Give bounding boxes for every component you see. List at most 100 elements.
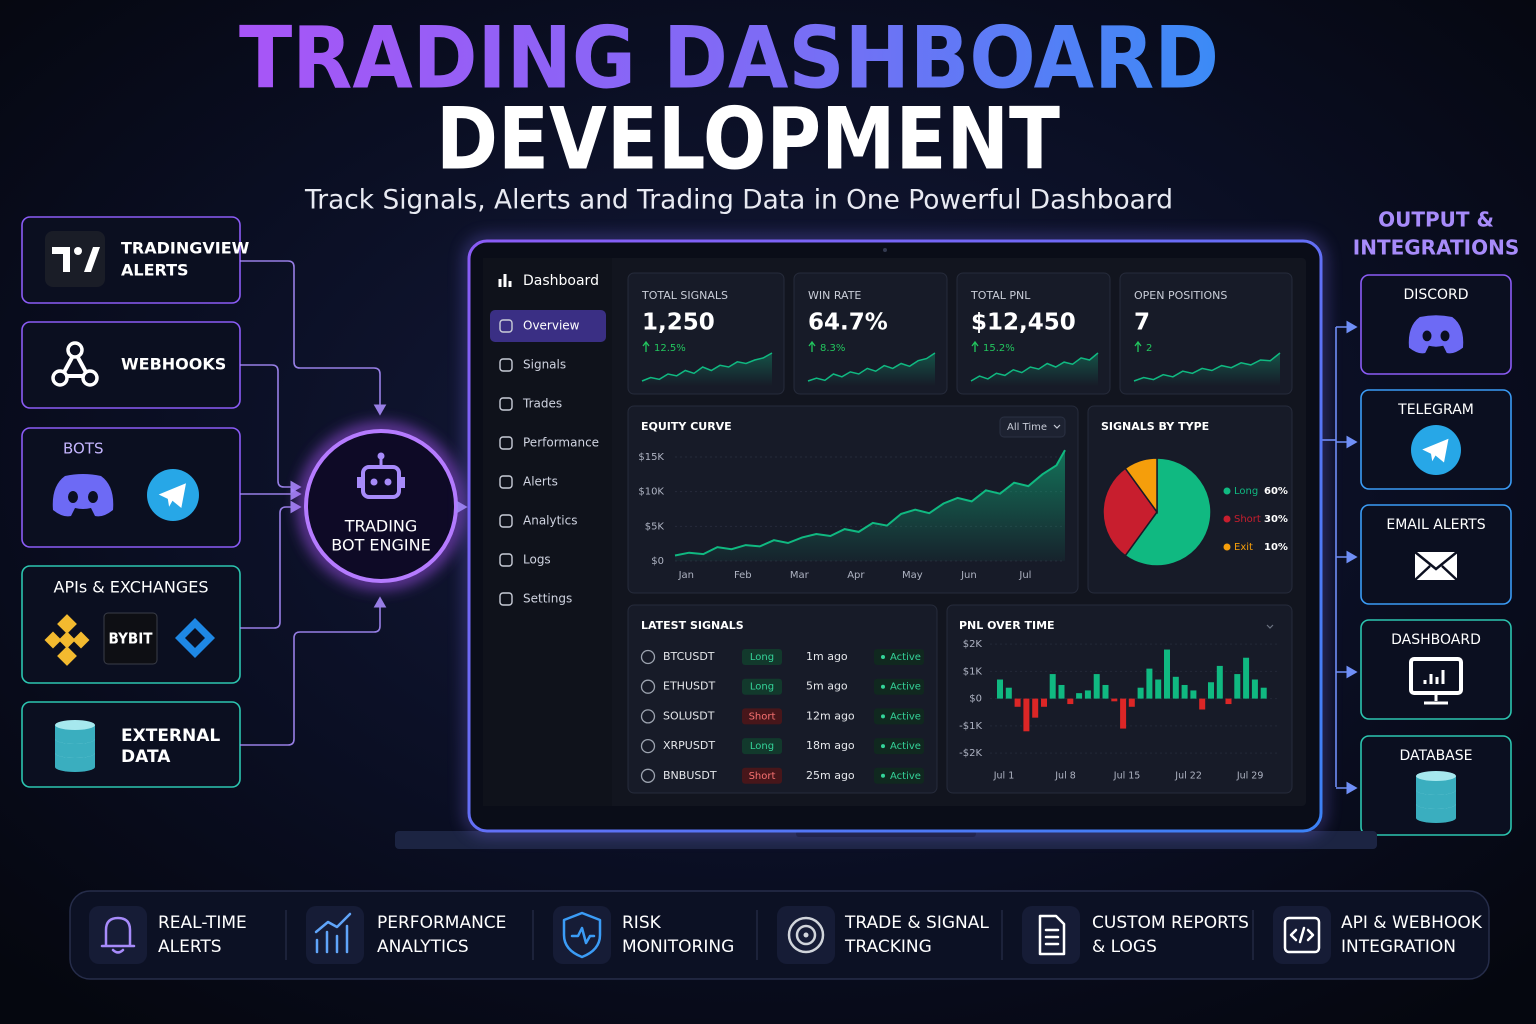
database-icon-cap — [55, 762, 95, 772]
discord-eye — [1440, 330, 1450, 342]
pnl-bar — [1199, 698, 1206, 710]
coin-icon — [640, 738, 656, 754]
side-badge — [742, 738, 782, 755]
sidebar-icon — [499, 319, 513, 333]
exchange-icon-inner — [185, 628, 205, 648]
pnl-bar — [1076, 693, 1083, 699]
pnl-bar — [1137, 687, 1144, 699]
feature-icon-box — [553, 906, 611, 964]
pie-slice — [1124, 457, 1158, 515]
y-tick-label: $5K — [645, 521, 665, 532]
card-title: LATEST SIGNALS — [641, 619, 744, 632]
sidebar-item: Signals — [523, 358, 566, 372]
sidebar-item: Settings — [523, 592, 572, 606]
pie-slice — [1102, 467, 1158, 557]
robot-eye — [384, 478, 392, 486]
title-line-2: DEVELOPMENT — [436, 89, 1060, 189]
feature-label: MONITORING — [622, 937, 734, 957]
legend-value: 10% — [1264, 542, 1288, 553]
pnl-bar — [1208, 682, 1214, 699]
kpi-arrow — [808, 340, 816, 352]
connector — [240, 596, 387, 746]
side-label: Long — [750, 652, 774, 663]
x-tick-label: May — [902, 570, 923, 581]
pnl-bar — [1181, 684, 1188, 699]
output-label: DATABASE — [1400, 748, 1473, 764]
sidebar-item: Alerts — [523, 475, 558, 489]
pnl-bar — [1172, 676, 1179, 699]
feature-label: CUSTOM REPORTS — [1092, 913, 1249, 933]
kpi-change: 2 — [1146, 343, 1152, 354]
document-icon — [1038, 914, 1066, 956]
feature-label: & LOGS — [1092, 937, 1157, 957]
bybit-logo — [103, 612, 158, 665]
pnl-bar — [1234, 674, 1241, 699]
sidebar-icon — [499, 553, 513, 567]
legend-label: Exit — [1234, 542, 1253, 553]
webhook-node — [51, 369, 69, 387]
engine — [304, 429, 458, 583]
side-badge — [742, 708, 782, 725]
bell-icon — [100, 916, 136, 954]
database-icon-cap — [55, 734, 95, 744]
pnl-bar — [1093, 674, 1100, 699]
output-label: DASHBOARD — [1391, 632, 1481, 648]
dropdown-chevron — [1266, 624, 1274, 629]
pnl-bar — [1164, 649, 1170, 699]
pnl-bar — [1041, 698, 1047, 707]
feature-label: API & WEBHOOK — [1341, 913, 1483, 933]
output-label: DISCORD — [1403, 287, 1468, 303]
pnl-bar — [1032, 698, 1039, 718]
y-tick-label: $0 — [969, 694, 982, 705]
y-tick-label: $15K — [638, 452, 664, 463]
kpi-value: $12,450 — [971, 310, 1076, 336]
input-label: TRADINGVIEW — [121, 239, 250, 258]
sidebar-item: Logs — [523, 553, 551, 567]
pnl-bar — [1190, 690, 1197, 699]
status-dot — [881, 773, 885, 778]
side-label: Short — [749, 711, 776, 722]
kpi-arrow — [1134, 340, 1142, 352]
side-badge — [742, 767, 782, 784]
y-tick-label: -$1K — [959, 721, 982, 732]
telegram-plane — [1422, 438, 1449, 463]
input-label: DATA — [121, 747, 171, 767]
sparkline — [970, 352, 1099, 382]
pnl-bar — [1111, 698, 1118, 702]
discord-eye — [88, 491, 98, 503]
engine-label: TRADING — [344, 517, 418, 536]
discord-icon — [52, 474, 114, 517]
time: 5m ago — [806, 680, 848, 693]
legend-swatch — [1223, 487, 1231, 495]
feature-label: TRACKING — [844, 937, 932, 957]
kpi-value: 7 — [1134, 310, 1150, 336]
binance-icon — [44, 631, 62, 649]
pnl-bar — [1049, 674, 1056, 699]
bybit-label: BYBIT — [109, 630, 154, 648]
equity-line — [674, 449, 1066, 557]
time: 18m ago — [806, 739, 855, 752]
pnl-bar — [1067, 698, 1074, 705]
y-tick-label: $1K — [963, 666, 983, 677]
pnl-bar — [1243, 657, 1250, 699]
pnl-bar — [1102, 684, 1109, 699]
database-icon-cap — [1416, 813, 1456, 823]
time: 1m ago — [806, 650, 848, 663]
sidebar — [483, 258, 612, 806]
database-icon-cap — [55, 720, 95, 730]
outputs-title: INTEGRATIONS — [1353, 236, 1519, 260]
status-label: Active — [890, 771, 921, 782]
time: 12m ago — [806, 709, 855, 722]
x-tick-label: Mar — [790, 570, 810, 581]
pnl-bar — [1058, 684, 1065, 699]
telegram-plane — [158, 483, 186, 508]
dropdown-label: All Time — [1007, 422, 1047, 433]
dropdown-chevron — [1053, 424, 1061, 429]
pnl-bar — [997, 679, 1003, 699]
sparkline-area — [971, 353, 1098, 386]
robot-eye — [370, 478, 378, 486]
kpi-label: WIN RATE — [808, 289, 861, 302]
x-tick-label: Jul 29 — [1236, 771, 1264, 782]
card-title: EQUITY CURVE — [641, 420, 732, 433]
pnl-bar — [1216, 665, 1223, 699]
